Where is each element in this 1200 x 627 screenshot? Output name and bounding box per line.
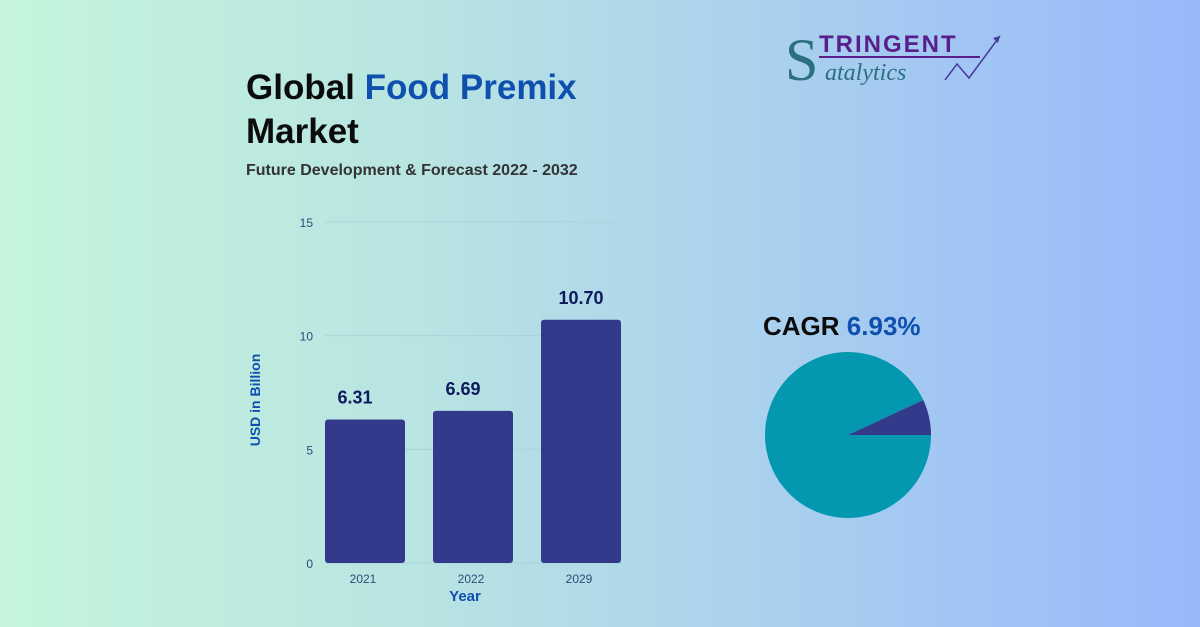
x-tick-label: 2021 [350,572,377,586]
trend-arrow-icon [944,35,1001,81]
title-highlight: Food Premix [364,68,577,107]
bar-value-label: 6.31 [337,388,372,408]
bar-2021 [325,419,405,563]
title-part1: Global [246,68,355,107]
y-tick-label: 10 [300,330,314,344]
page-title: Global Food Premix Market [246,66,577,154]
y-tick-label: 0 [306,557,313,571]
pie-slice-cagr [848,399,931,435]
bar-value-label: 6.69 [445,379,480,399]
cagr-title: CAGR 6.93% [763,311,921,341]
subtitle: Future Development & Forecast 2022 - 203… [246,162,578,179]
pie-slice-remainder [765,352,931,519]
cagr-label: CAGR [763,311,840,341]
company-logo: S TRINGENT atalytics [785,28,1001,88]
bar-value-label: 10.70 [558,288,603,308]
x-tick-label: 2029 [566,572,593,586]
x-tick-label: 2022 [458,572,485,586]
logo-text-bottom: atalytics [825,60,906,86]
y-axis-label: USD in Billion [247,354,263,447]
x-axis-label: Year [449,588,481,605]
y-tick-label: 5 [306,443,313,457]
bar-2029 [541,319,621,563]
bar-2022 [433,410,513,563]
logo-initial: S [785,28,818,88]
cagr-value: 6.93% [847,311,921,341]
title-part3: Market [246,112,359,151]
logo-text-top: TRINGENT [819,31,958,58]
y-tick-label: 15 [300,216,314,230]
